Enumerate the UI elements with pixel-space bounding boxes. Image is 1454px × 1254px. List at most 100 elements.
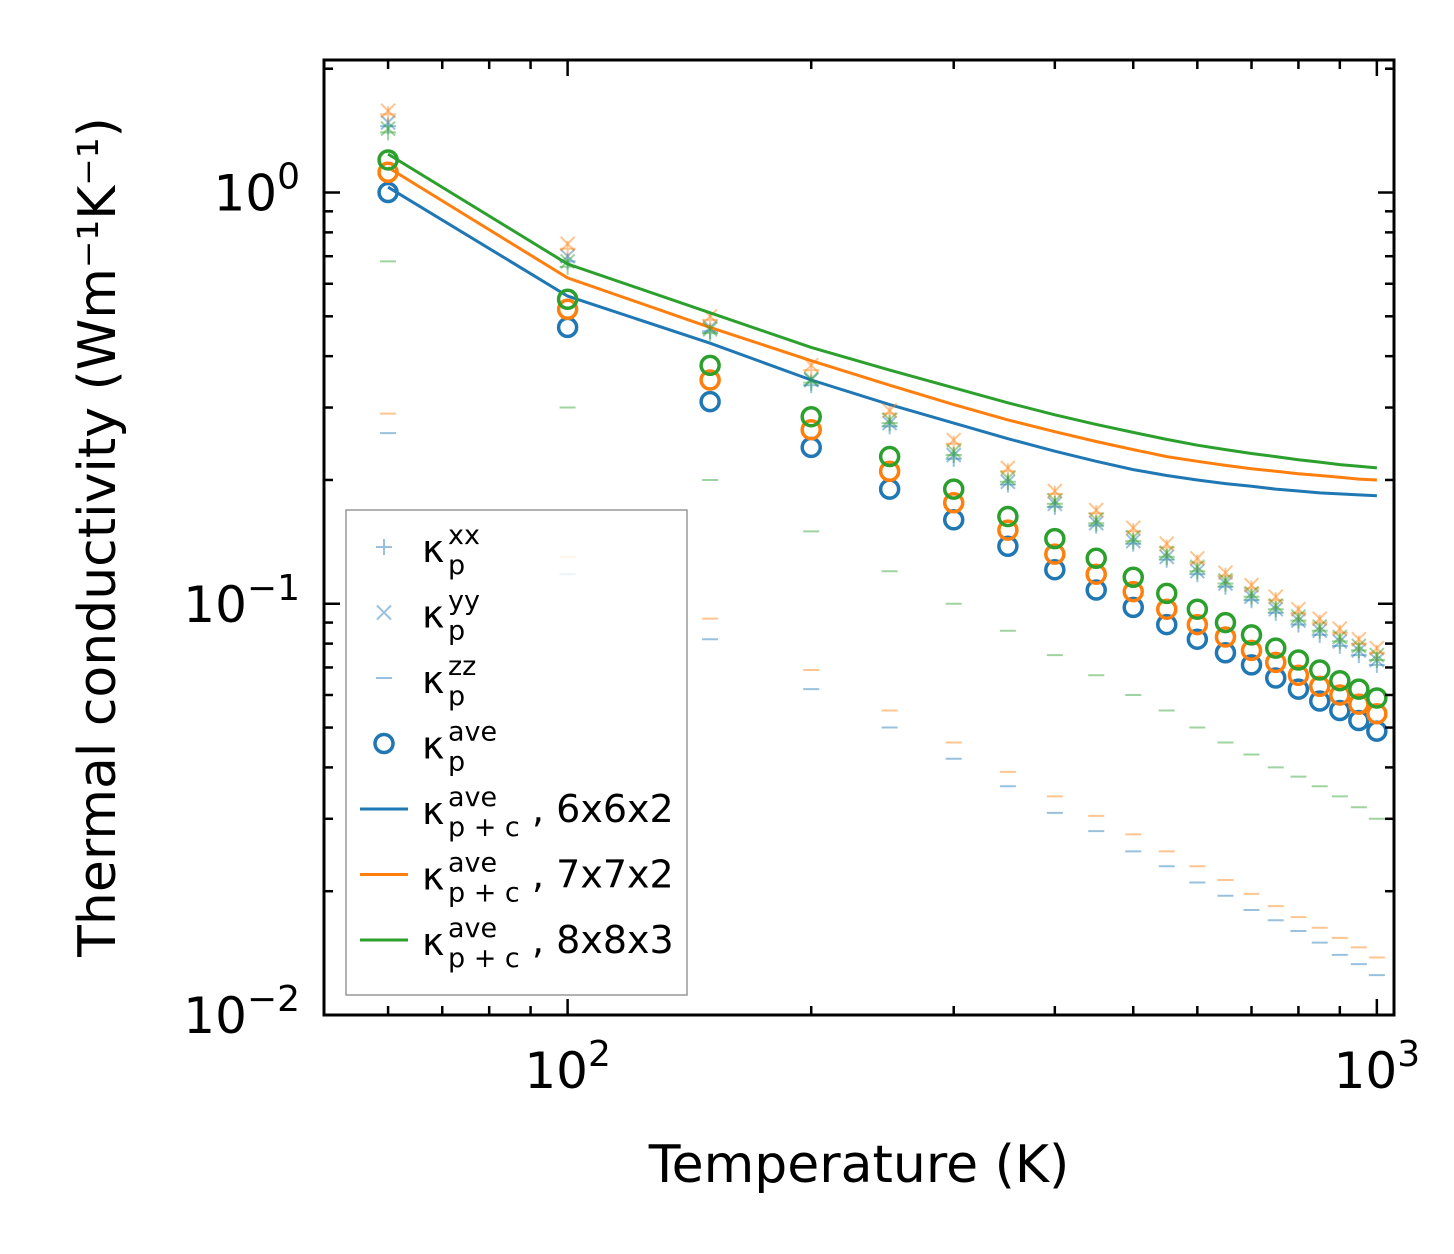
kyy-point-7x7x2-d2 bbox=[1243, 577, 1260, 593]
kyy-point-6x6x2-d1 bbox=[946, 447, 962, 463]
kxx-point-8x8x3 bbox=[1243, 588, 1260, 605]
kyy-point-8x8x3 bbox=[881, 412, 898, 428]
kyy-point-6x6x2-d1 bbox=[881, 415, 898, 431]
kyy-point-7x7x2-d2 bbox=[946, 432, 962, 448]
kxx-point-6x6x2 bbox=[1189, 566, 1206, 583]
kyy-point-6x6x2 bbox=[1189, 563, 1206, 579]
x-tick-label: 102 bbox=[524, 1034, 611, 1100]
kave-point-6x6x2 bbox=[1214, 642, 1237, 664]
kyy-point-8x8x3-d1 bbox=[1000, 470, 1016, 486]
kyy-point-6x6x2-d2 bbox=[1351, 642, 1367, 659]
kyy-point-8x8x3 bbox=[702, 321, 718, 337]
kyy-point-7x7x2 bbox=[1159, 535, 1175, 552]
legend-symbol: κ bbox=[422, 658, 444, 702]
legend-superscript: ave bbox=[448, 717, 497, 748]
kyy-point-8x8x3-d1 bbox=[1268, 597, 1284, 614]
kave-point-7x7x2 bbox=[1348, 693, 1370, 715]
x-tick-label-exp: 2 bbox=[588, 1034, 611, 1075]
kyy-point-7x7x2 bbox=[1217, 564, 1234, 581]
kyy-point-7x7x2-d1 bbox=[1047, 483, 1063, 499]
kyy-point-6x6x2-d1 bbox=[380, 114, 396, 131]
kyy-point-6x6x2-d2 bbox=[1125, 533, 1141, 549]
kxx-point-6x6x2 bbox=[1350, 647, 1367, 664]
kave-point-7x7x2 bbox=[1186, 613, 1209, 636]
kave-point-8x8x3 bbox=[1240, 624, 1263, 646]
kyy-point-7x7x2-d1 bbox=[946, 432, 962, 448]
x-tick-label-exp: 3 bbox=[1397, 1034, 1420, 1075]
kave-point-7x7x2 bbox=[1085, 563, 1107, 585]
kyy-point-6x6x2-d2 bbox=[1217, 575, 1234, 592]
kave-point-6x6x2 bbox=[377, 181, 399, 204]
kyy-point-8x8x3-d2 bbox=[1189, 559, 1206, 575]
kave-point-6x6x2 bbox=[1308, 690, 1331, 712]
kxx-point-8x8x3 bbox=[881, 415, 898, 432]
kave-point-8x8x3 bbox=[1155, 582, 1178, 605]
kxx-point-6x6x2 bbox=[803, 377, 820, 394]
kave-point-7x7x2 bbox=[1044, 543, 1066, 565]
kave-point-6x6x2 bbox=[1186, 628, 1209, 650]
kyy-point-7x7x2-d1 bbox=[1243, 577, 1260, 593]
kyy-point-7x7x2 bbox=[1189, 550, 1206, 566]
legend-entry-pc662: κ ave p + c , 6x6x2 bbox=[360, 782, 674, 843]
kyy-point-6x6x2-d2 bbox=[380, 114, 396, 131]
kyy-point-6x6x2-d1 bbox=[1351, 642, 1367, 659]
kyy-point-7x7x2-d2 bbox=[1351, 631, 1367, 647]
kyy-point-7x7x2 bbox=[803, 357, 819, 374]
kave-point-7x7x2 bbox=[1122, 580, 1144, 603]
kxx-point-7x7x2 bbox=[559, 240, 576, 257]
y-tick-label: 10−2 bbox=[183, 979, 300, 1045]
kyy-point-8x8x3 bbox=[1290, 609, 1307, 625]
legend-symbol: κ bbox=[422, 593, 444, 637]
legend-symbol: κ bbox=[422, 920, 444, 964]
legend-subscript: p bbox=[448, 681, 465, 712]
kyy-point-7x7x2-d1 bbox=[1125, 520, 1141, 536]
kave-point-6x6x2 bbox=[1122, 596, 1144, 619]
legend-symbol: κ bbox=[422, 724, 444, 768]
kxx-point-6x6x2 bbox=[1267, 604, 1284, 621]
kyy-point-7x7x2-d1 bbox=[1159, 535, 1175, 552]
kxx-point-7x7x2 bbox=[1368, 644, 1385, 661]
legend-marker-yy bbox=[376, 604, 392, 621]
kyy-point-8x8x3-d1 bbox=[1159, 545, 1175, 561]
legend-superscript: zz bbox=[448, 651, 476, 682]
kyy-point-8x8x3 bbox=[559, 253, 576, 270]
kyy-point-7x7x2-d1 bbox=[380, 103, 396, 119]
kxx-point-8x8x3 bbox=[1331, 633, 1348, 650]
kyy-point-7x7x2 bbox=[1047, 483, 1063, 499]
kyy-point-7x7x2 bbox=[1243, 577, 1260, 593]
kyy-point-7x7x2-d1 bbox=[881, 402, 898, 419]
kxx-point-8x8x3 bbox=[1217, 575, 1234, 592]
kyy-point-7x7x2-d1 bbox=[1088, 502, 1104, 518]
kyy-point-6x6x2 bbox=[1290, 612, 1307, 629]
kyy-point-8x8x3-d2 bbox=[1351, 638, 1367, 654]
kyy-point-6x6x2 bbox=[1312, 622, 1328, 639]
kyy-point-6x6x2 bbox=[803, 372, 819, 388]
kave-point-8x8x3 bbox=[1329, 669, 1351, 692]
kyy-point-7x7x2 bbox=[1312, 610, 1328, 627]
plot-frame bbox=[322, 58, 1396, 1017]
kyy-point-6x6x2 bbox=[1125, 533, 1141, 549]
legend-superscript: yy bbox=[448, 586, 480, 617]
kave-point-6x6x2 bbox=[1287, 678, 1310, 700]
kyy-point-7x7x2 bbox=[1332, 620, 1348, 637]
kyy-point-6x6x2 bbox=[1000, 474, 1016, 490]
kxx-point-7x7x2 bbox=[1158, 539, 1175, 556]
kxx-point-7x7x2 bbox=[945, 435, 962, 452]
y-tick-label-base: 10 bbox=[183, 576, 247, 634]
legend-entry-pc772: κ ave p + c , 7x7x2 bbox=[360, 848, 674, 909]
kyy-point-8x8x3 bbox=[1189, 559, 1206, 575]
kxx-point-8x8x3 bbox=[1088, 515, 1105, 532]
kyy-point-8x8x3 bbox=[1312, 618, 1328, 635]
kyy-point-7x7x2 bbox=[1290, 601, 1307, 617]
legend-marker-yy-d1 bbox=[376, 604, 392, 621]
y-tick-label-exp: 0 bbox=[277, 157, 300, 198]
series-8x8x3 bbox=[377, 120, 1388, 820]
kyy-point-7x7x2-d2 bbox=[881, 402, 898, 419]
kyy-point-7x7x2-d1 bbox=[1268, 589, 1284, 605]
legend-marker-yy-d2 bbox=[376, 604, 392, 621]
kyy-point-6x6x2-d2 bbox=[1159, 549, 1175, 565]
kyy-point-8x8x3 bbox=[1268, 597, 1284, 614]
kyy-point-6x6x2-d1 bbox=[1125, 533, 1141, 549]
kxx-point-6x6x2 bbox=[380, 118, 397, 135]
